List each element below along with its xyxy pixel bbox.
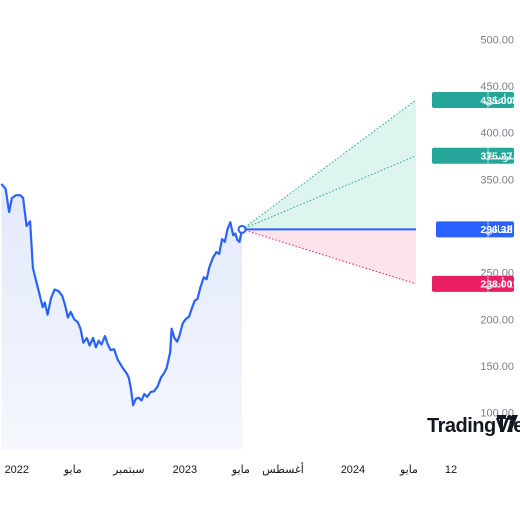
- x-tick-label: سبتمبر: [112, 464, 145, 476]
- badge-bg: [432, 147, 514, 164]
- y-tick-label: 150.00: [480, 361, 514, 373]
- y-tick-label: 500.00: [480, 34, 514, 46]
- badge-bg: [436, 221, 514, 238]
- badge-label: +46.77% أعلى: [485, 93, 520, 107]
- current-price-dot: [237, 224, 247, 234]
- y-tick-label: 400.00: [480, 128, 514, 140]
- x-tick-label: مايو: [63, 464, 82, 476]
- tradingview-wordmark: TradingView: [427, 415, 520, 437]
- tradingview-mark-icon: [497, 415, 518, 432]
- badge-label: +26.62% متوسط: [485, 151, 520, 163]
- price-area: [1, 184, 243, 450]
- badge-bg: [432, 275, 514, 292]
- x-axis: 2022 مايو سبتمبر 2023 مايو أغسطس 2024 مايو 12: [5, 462, 458, 476]
- x-tick-label: 2023: [173, 464, 197, 476]
- forecast-line-high: [241, 99, 417, 230]
- badge-value: 375.27: [480, 151, 512, 163]
- x-tick-label: 12: [445, 464, 457, 476]
- y-tick-label: 450.00: [480, 81, 514, 93]
- price-line: [0, 183, 244, 407]
- badge-bg: [432, 92, 514, 108]
- badge-value: 238.00: [480, 279, 512, 291]
- y-tick-label: 350.00: [480, 174, 514, 186]
- badge-label: الاشتراك الحالي: [485, 224, 520, 236]
- price-series-line: [0, 183, 244, 407]
- x-tick-label: أغسطس: [262, 462, 304, 476]
- badge-value: 296.38: [480, 224, 512, 236]
- forecast-lines: [237, 99, 417, 285]
- tradingview-logo[interactable]: TradingView: [427, 415, 520, 437]
- badge-label: -19.70% أدنى: [485, 277, 520, 291]
- x-tick-label: 2022: [5, 464, 29, 476]
- x-tick-label: 2024: [341, 464, 365, 476]
- x-tick-label: مايو: [399, 464, 418, 476]
- y-tick-label: 200.00: [480, 314, 514, 326]
- badge-value: 435.00: [480, 95, 512, 107]
- price-area-fill: [1, 184, 243, 450]
- upside-zone: [242, 100, 416, 230]
- forecast-line-low: [241, 228, 417, 285]
- x-tick-label: مايو: [231, 464, 250, 476]
